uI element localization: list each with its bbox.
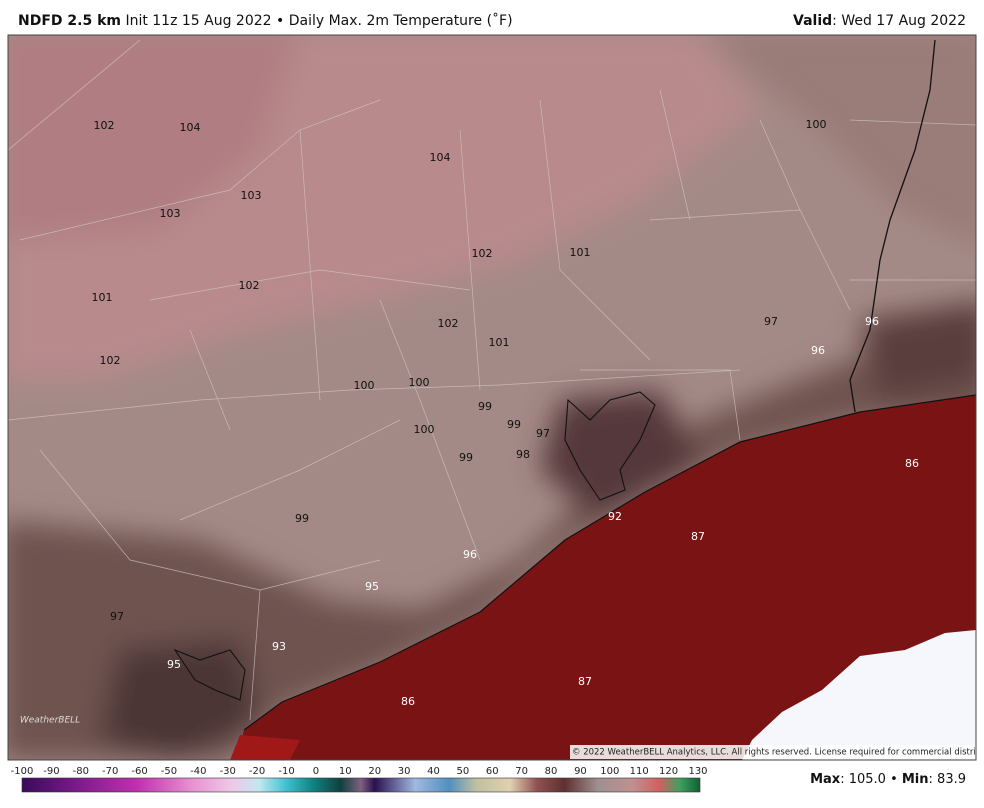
temp-label: 87 [578, 675, 592, 688]
colorbar-tick-label: 80 [545, 766, 558, 777]
colorbar-tick-label: 60 [486, 766, 499, 777]
colorbar-tick-label: -50 [161, 766, 177, 777]
temp-label: 103 [160, 207, 181, 220]
colorbar-tick-label: 0 [313, 766, 319, 777]
temp-label: 99 [459, 451, 473, 464]
colorbar-tick-label: 30 [398, 766, 411, 777]
colorbar [21, 777, 701, 793]
county-lines [8, 39, 976, 731]
min-text: : 83.9 [929, 772, 966, 787]
temp-label: 99 [295, 512, 309, 525]
colorbar-tick-label: -80 [73, 766, 89, 777]
temp-label: 99 [478, 400, 492, 413]
colorbar-tick-label: 120 [659, 766, 678, 777]
min-label: Min [902, 772, 929, 787]
colorbar-tick-label: 10 [339, 766, 352, 777]
temp-label: 96 [811, 344, 825, 357]
colorbar-tick-label: 70 [515, 766, 528, 777]
temp-label: 100 [414, 423, 435, 436]
temp-label: 102 [239, 279, 260, 292]
temp-label: 92 [608, 510, 622, 523]
header-title: NDFD 2.5 km Init 11z 15 Aug 2022 • Daily… [18, 12, 513, 29]
valid: Valid: Wed 17 Aug 2022 [793, 13, 966, 29]
temp-label: 102 [438, 317, 459, 330]
colorbar-tick-label: 40 [427, 766, 440, 777]
map-labels: 102 104 103 103 104 100 102 101 101 102 102 101 97 96… [92, 118, 920, 708]
temp-label: 102 [472, 247, 493, 260]
temp-label: 95 [365, 580, 379, 593]
temp-label: 104 [180, 121, 201, 134]
temp-label: 97 [764, 315, 778, 328]
model: NDFD 2.5 km [18, 13, 121, 29]
colorbar-tick-label: -30 [220, 766, 236, 777]
colorbar-tick-label: 110 [630, 766, 649, 777]
temp-label: 100 [806, 118, 827, 131]
colorbar-tick-label: -40 [190, 766, 206, 777]
temp-label: 101 [570, 246, 591, 259]
temp-label: 103 [241, 189, 262, 202]
temp-label: 100 [409, 376, 430, 389]
temp-label: 98 [516, 448, 530, 461]
colorbar-tick-label: 130 [688, 766, 707, 777]
temp-label: 104 [430, 151, 451, 164]
colorbar-ticks: -100 -90 -80 -70 -60 -50 -40 -30 -20 -10 0 10 20 30 40… [11, 766, 708, 777]
colorbar-tick-label: -20 [249, 766, 265, 777]
temp-label: 86 [401, 695, 415, 708]
max-label: Max [810, 772, 841, 787]
temp-label: 102 [100, 354, 121, 367]
colorbar-tick-label: 100 [600, 766, 619, 777]
temp-label: 100 [354, 379, 375, 392]
colorbar-tick-label: -100 [11, 766, 34, 777]
temp-label: 97 [536, 427, 550, 440]
copyright: © 2022 WeatherBELL Analytics, LLC. All r… [572, 748, 984, 758]
colorbar-tick-label: 50 [457, 766, 470, 777]
temp-label: 96 [463, 548, 477, 561]
colorbar-tick-label: 20 [368, 766, 381, 777]
temp-label: 101 [489, 336, 510, 349]
temp-label: 93 [272, 640, 286, 653]
map: 102 104 103 103 104 100 102 101 101 102 102 101 97 96… [8, 35, 984, 760]
valid-text: : Wed 17 Aug 2022 [832, 13, 966, 29]
colorbar-tick-label: 90 [574, 766, 587, 777]
valid-label: Valid [793, 13, 832, 29]
colorbar-tick-label: -10 [278, 766, 294, 777]
colorbar-tick-label: -60 [131, 766, 147, 777]
temp-label: 95 [167, 658, 181, 671]
colorbar-tick-label: -90 [43, 766, 59, 777]
temp-label: 96 [865, 315, 879, 328]
subtitle: Init 11z 15 Aug 2022 • Daily Max. 2m Tem… [125, 12, 512, 29]
temp-label: 87 [691, 530, 705, 543]
max-text: : 105.0 • [840, 772, 902, 787]
temp-label: 97 [110, 610, 124, 623]
colorbar-tick-label: -70 [102, 766, 118, 777]
temp-label: 99 [507, 418, 521, 431]
temp-label: 101 [92, 291, 113, 304]
logo: WeatherBELL [20, 716, 80, 726]
footer: Max: 105.0 • Min: 83.9 [810, 772, 966, 787]
temp-label: 86 [905, 457, 919, 470]
temp-label: 102 [94, 119, 115, 132]
